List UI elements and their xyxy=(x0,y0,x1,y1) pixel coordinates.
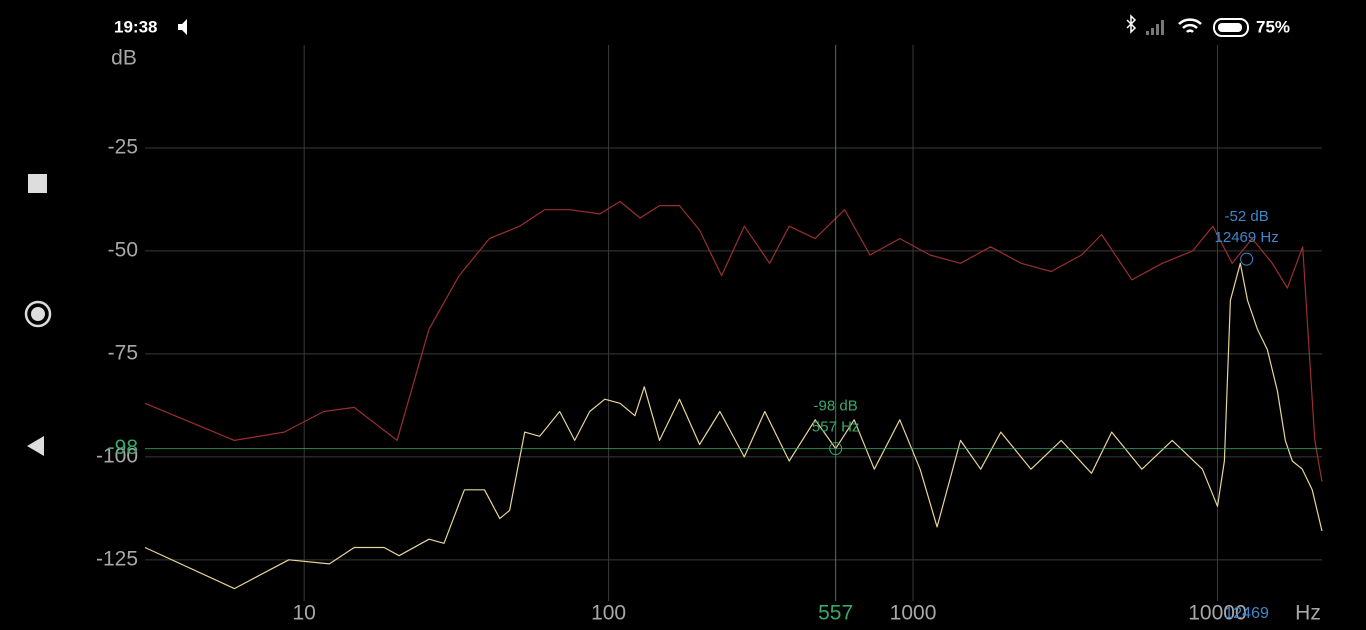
y-tick-label: -50 xyxy=(108,238,138,261)
wifi-icon xyxy=(1178,18,1202,33)
plot-area xyxy=(145,45,1322,601)
x-tick-label: 1000 xyxy=(890,602,937,625)
x-axis-label: Hz xyxy=(1295,602,1321,625)
cursor-y-label: -98 xyxy=(108,436,138,459)
record-dot xyxy=(31,307,45,321)
volume-icon xyxy=(178,19,187,35)
record-button[interactable] xyxy=(24,300,52,328)
cursor-x-label: 12469 xyxy=(1224,605,1269,622)
cursor-readout: -52 dB xyxy=(1225,208,1269,225)
cursor-readout: -98 dB xyxy=(814,398,858,415)
y-tick-label: -125 xyxy=(96,547,138,570)
battery-level xyxy=(1218,23,1242,32)
cursor-point xyxy=(1240,252,1254,266)
cursor-point xyxy=(829,442,843,456)
x-tick-label: 100 xyxy=(591,602,626,625)
plot: -25 -50 -75 -100 -125 10 100 1000 10000 -98 557 -98… xyxy=(96,45,1323,625)
back-button[interactable] xyxy=(27,436,44,456)
y-tick-label: -75 xyxy=(108,341,138,364)
y-tick-label: -25 xyxy=(108,136,138,159)
bluetooth-icon xyxy=(1126,14,1137,34)
cursor-readout: 12469 Hz xyxy=(1215,229,1279,246)
status-time: 19:38 xyxy=(114,17,157,36)
y-axis-label: dB xyxy=(111,47,137,70)
battery-text: 75% xyxy=(1256,17,1290,36)
y-tick-label: -100 xyxy=(96,444,138,467)
spectrum-line xyxy=(144,200,1323,482)
cursor-readout: 557 Hz xyxy=(812,419,860,436)
spectrum-line xyxy=(144,262,1323,590)
battery-icon xyxy=(1213,18,1249,37)
x-tick-label: 10 xyxy=(292,602,315,625)
stop-button[interactable] xyxy=(28,174,47,193)
cursor-x-label: 557 xyxy=(818,602,853,625)
x-tick-label: 10000 xyxy=(1188,602,1246,625)
signal-icon xyxy=(1146,20,1164,35)
